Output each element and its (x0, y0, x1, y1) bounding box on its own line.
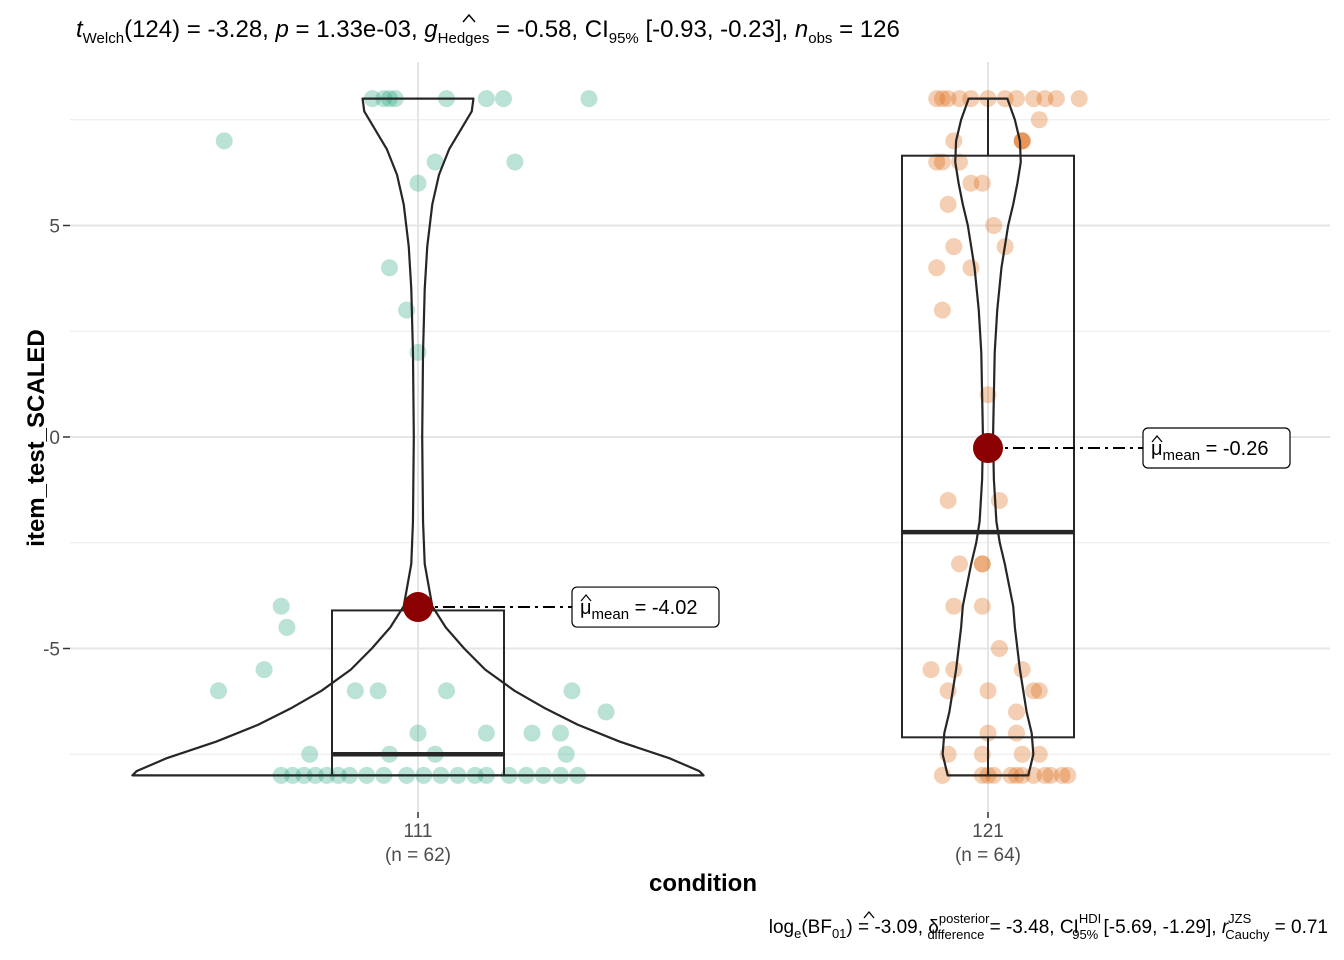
x-tick-label: 111 (404, 821, 433, 842)
data-point (477, 90, 495, 108)
data-point (255, 661, 273, 679)
data-point (985, 217, 1003, 234)
data-point (369, 682, 387, 700)
data-point (928, 153, 946, 171)
data-point (951, 90, 968, 108)
data-point (1008, 703, 1025, 721)
data-point (990, 491, 1008, 509)
data-point (962, 259, 980, 277)
data-point (939, 491, 957, 509)
data-point (495, 90, 512, 108)
data-point (506, 153, 524, 171)
chart-caption: loge(BF01) = -3.09, δposterior difference… (769, 911, 1328, 942)
x-tick-n-label: (n = 64) (955, 845, 1021, 866)
x-tick-label: 121 (972, 821, 1004, 842)
data-point (426, 153, 444, 171)
data-point (381, 259, 398, 277)
data-point (1042, 766, 1060, 784)
data-point (1013, 132, 1031, 150)
data-point (409, 174, 427, 192)
data-point (1047, 90, 1065, 108)
group-121: μmean = -0.26 121 (n = 64) (901, 90, 1291, 866)
x-axis-label: condition (649, 870, 757, 897)
data-point (1030, 745, 1048, 763)
mean-label: μmean = -0.26 (1151, 438, 1268, 464)
data-point (945, 238, 963, 256)
data-point (1053, 766, 1071, 784)
data-point (933, 153, 951, 171)
data-point (973, 597, 991, 615)
data-point (928, 259, 946, 277)
data-point (933, 301, 951, 319)
data-point (278, 618, 296, 636)
plot-layers: μmean = -4.02 111 (n = 62) μmean = -0.26 121… (131, 13, 1291, 919)
data-point (933, 90, 951, 108)
data-point (409, 724, 427, 742)
data-point (922, 661, 940, 679)
data-point (1013, 661, 1031, 679)
data-point (552, 724, 569, 742)
data-point (1036, 90, 1054, 108)
data-point (597, 703, 615, 721)
data-point (945, 661, 963, 679)
data-point (1025, 90, 1043, 108)
violin (131, 97, 705, 777)
hat-icon (1151, 435, 1163, 443)
data-point (563, 682, 581, 700)
data-point (979, 682, 997, 700)
grid-lines: 5 0 -5 (43, 62, 1330, 818)
data-point (210, 682, 227, 700)
data-point (973, 174, 991, 192)
data-point (939, 195, 957, 213)
data-point (346, 682, 364, 700)
mean-label-box (1142, 427, 1291, 469)
data-point (557, 745, 575, 763)
hat-icon (580, 594, 592, 602)
data-point (979, 386, 997, 404)
data-point (951, 555, 968, 573)
data-point (1008, 724, 1025, 742)
data-point (1030, 111, 1048, 129)
data-point (215, 132, 233, 150)
data-point (477, 724, 495, 742)
data-point (990, 640, 1008, 657)
data-point (580, 90, 598, 108)
data-point (1036, 766, 1054, 784)
data-point (962, 174, 980, 192)
mean-label-box (571, 586, 720, 628)
mean-dot (403, 592, 433, 623)
y-tick-label: 0 (49, 428, 60, 449)
data-point (973, 555, 991, 573)
data-point (1013, 745, 1031, 763)
y-tick-label: -5 (43, 640, 60, 661)
data-point (973, 555, 991, 573)
data-point (945, 597, 963, 615)
y-axis-label: item_test_SCALED (23, 329, 50, 546)
hat-icon (863, 910, 875, 919)
data-point (939, 90, 957, 108)
hat-icon (462, 13, 476, 23)
data-point (1070, 90, 1088, 108)
data-point (928, 90, 946, 108)
group-111: μmean = -4.02 111 (n = 62) (131, 90, 720, 866)
mean-dot (973, 432, 1003, 463)
data-point (301, 745, 319, 763)
data-point (1059, 766, 1077, 784)
data-point (523, 724, 541, 742)
data-point (272, 597, 290, 615)
violin (941, 97, 1035, 777)
data-point (973, 745, 991, 763)
mean-label: μmean = -4.02 (580, 597, 697, 623)
x-tick-n-label: (n = 62) (385, 845, 451, 866)
data-point (945, 132, 963, 150)
chart-title: tWelch(124) = -3.28, p = 1.33e-03, gHedg… (76, 16, 900, 47)
data-point (438, 682, 455, 700)
data-point (1008, 90, 1025, 108)
data-point (1030, 682, 1048, 700)
y-tick-label: 5 (49, 217, 60, 238)
data-point (1025, 682, 1043, 700)
